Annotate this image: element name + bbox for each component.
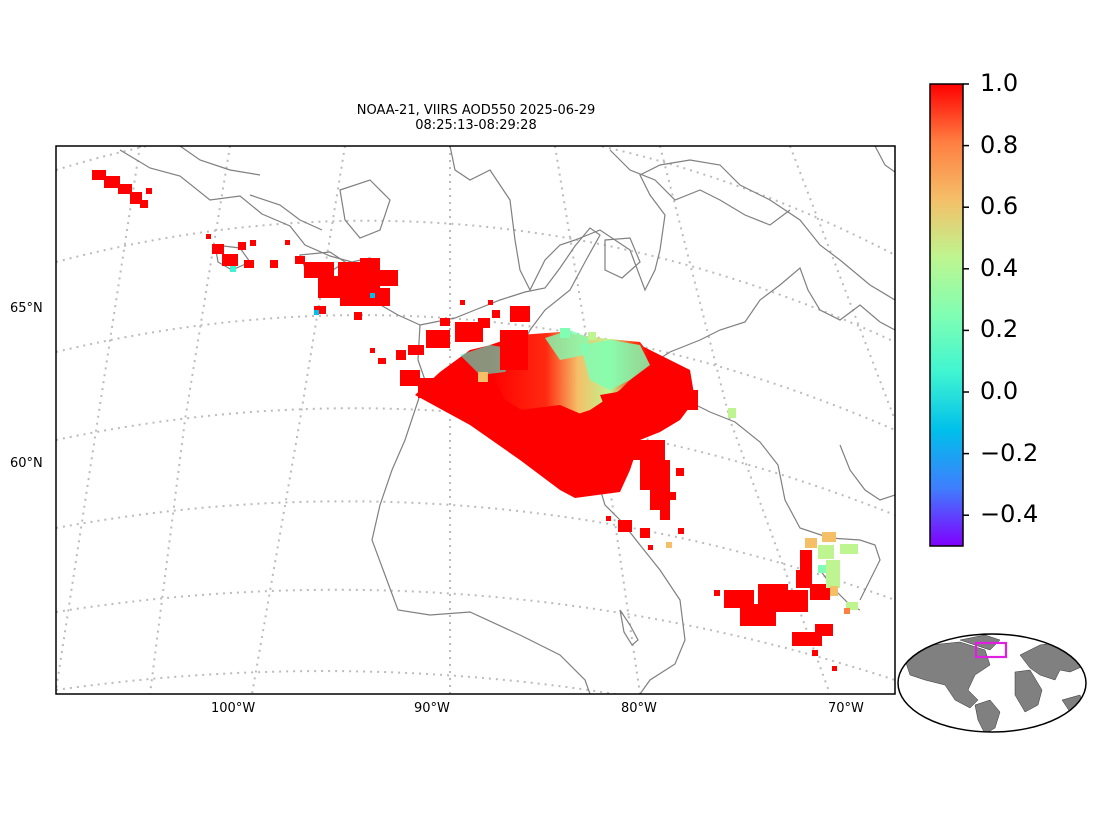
aod-pixels-low [230, 266, 858, 614]
colorbar-tick-label: 0.8 [980, 130, 1019, 159]
colorbar-tick-label: 0.2 [980, 315, 1019, 344]
colorbar-tick-label: 0.0 [980, 377, 1019, 405]
lat-label-65: 65°N [10, 301, 43, 316]
lon-label-70w: 70°W [828, 701, 864, 716]
colorbar-tick-label: 0.6 [980, 192, 1019, 221]
colorbar-tick-label: −0.4 [980, 500, 1039, 529]
colorbar-tick-label: 1.0 [980, 69, 1019, 97]
map-frame [55, 145, 896, 695]
map-title: NOAA-21, VIIRS AOD550 2025-06-29 08:25:1… [56, 103, 896, 133]
aod-pixels [92, 170, 837, 671]
lon-label-100w: 100°W [211, 701, 256, 716]
lon-label-90w: 90°W [414, 701, 450, 716]
lon-label-80w: 80°W [621, 701, 657, 716]
title-line-2: 08:25:13-08:29:28 [415, 118, 537, 133]
colorbar-tick-label: 0.4 [980, 253, 1019, 282]
colorbar-tick-label: −0.2 [980, 438, 1039, 467]
lat-label-60: 60°N [10, 456, 43, 471]
title-line-1: NOAA-21, VIIRS AOD550 2025-06-29 [356, 103, 596, 118]
inset-globe [897, 633, 1087, 733]
